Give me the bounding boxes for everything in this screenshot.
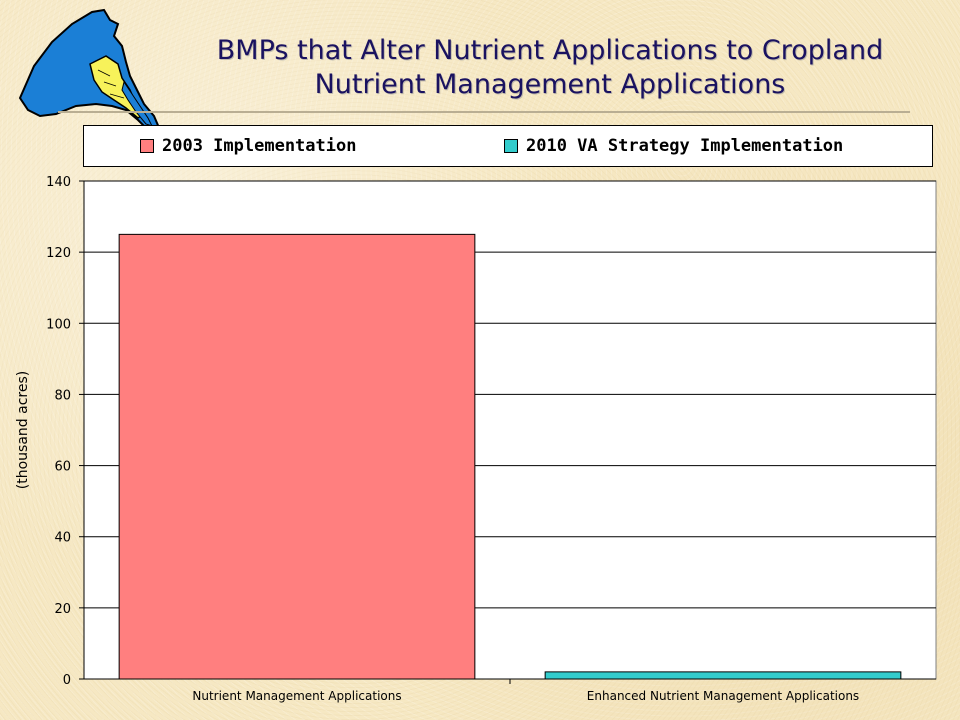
title-divider [58, 111, 910, 113]
y-ticks: 0 20 40 60 80 100 120 140 [46, 175, 84, 688]
county-lines [97, 69, 125, 99]
chesapeake-watershed-map-icon [18, 8, 162, 134]
legend-label-2003: 2003 Implementation [162, 136, 357, 156]
y-tick-label: 120 [46, 246, 71, 261]
bar-2003-0 [118, 233, 476, 680]
y-tick-label: 60 [54, 460, 71, 475]
y-tick-label: 0 [63, 673, 71, 688]
y-axis-title: (thousand acres) [15, 371, 31, 489]
chart-legend: 2003 Implementation 2010 VA Strategy Imp… [83, 125, 933, 167]
legend-item-2003: 2003 Implementation [140, 126, 356, 166]
legend-swatch-2003 [140, 139, 154, 153]
bar-2010-1 [544, 671, 902, 680]
y-tick-label: 100 [46, 317, 71, 332]
y-tick-label: 140 [46, 175, 71, 190]
bars [118, 233, 902, 680]
title-line-1: BMPs that Alter Nutrient Applications to… [216, 35, 884, 66]
x-category-label: Enhanced Nutrient Management Application… [587, 689, 859, 703]
x-category-label: Nutrient Management Applications [192, 689, 401, 703]
legend-swatch-2010 [504, 139, 518, 153]
x-ticks: Nutrient Management Applications Enhanced… [192, 679, 859, 703]
y-tick-label: 20 [54, 602, 71, 617]
y-tick-label: 40 [54, 531, 71, 546]
title-line-2: Nutrient Management Applications [314, 69, 786, 100]
legend-label-2010: 2010 VA Strategy Implementation [526, 136, 844, 156]
y-tick-label: 80 [54, 388, 71, 403]
legend-item-2010: 2010 VA Strategy Implementation [504, 126, 843, 166]
slide-title: BMPs that Alter Nutrient Applications to… [150, 34, 950, 102]
